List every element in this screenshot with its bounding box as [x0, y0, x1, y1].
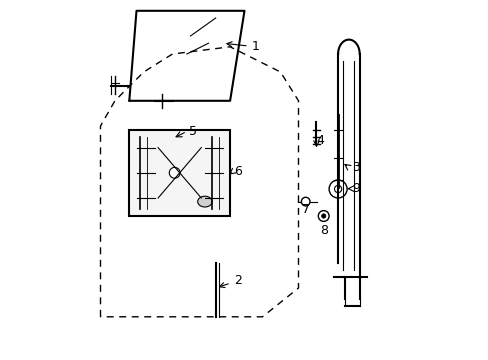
Text: 2: 2 [219, 274, 241, 288]
Circle shape [301, 197, 309, 206]
Circle shape [318, 211, 328, 221]
Bar [129, 130, 230, 216]
Circle shape [321, 214, 325, 218]
Circle shape [334, 185, 341, 193]
Text: 9: 9 [352, 182, 360, 195]
Circle shape [169, 167, 180, 178]
Text: 1: 1 [226, 40, 259, 53]
Text: 6: 6 [233, 165, 241, 177]
Text: 8: 8 [319, 224, 327, 237]
Text: 3: 3 [352, 161, 360, 174]
Circle shape [328, 180, 346, 198]
Text: 5: 5 [188, 125, 196, 138]
Text: 4: 4 [316, 134, 324, 147]
Ellipse shape [197, 196, 212, 207]
Text: 7: 7 [301, 203, 309, 216]
